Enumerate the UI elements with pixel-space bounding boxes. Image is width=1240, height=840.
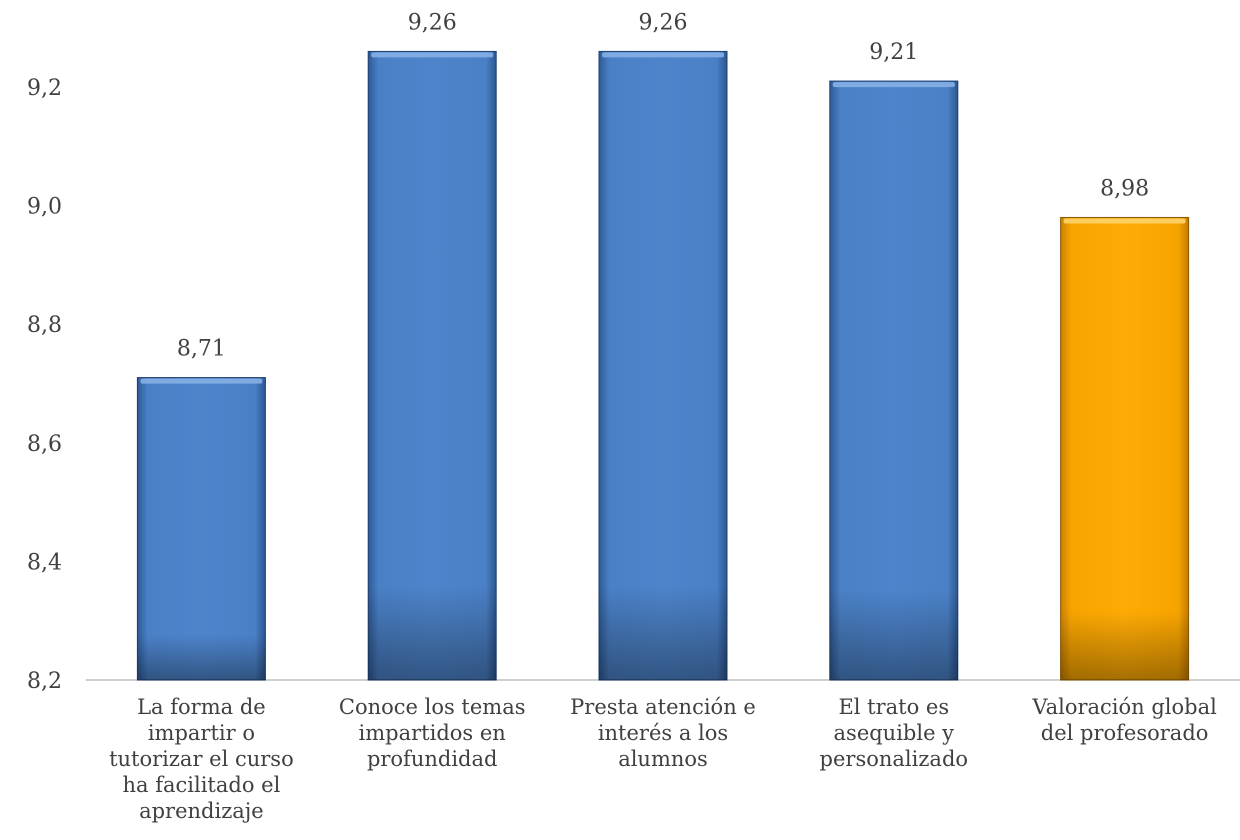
- x-tick-label: Valoración global del profesorado: [1031, 695, 1217, 745]
- x-tick-label-line: alumnos: [618, 747, 708, 771]
- x-tick-label-line: Presta atención e: [570, 695, 756, 719]
- y-tick-label: 8,8: [27, 313, 62, 338]
- bar-highlight: [1063, 218, 1186, 224]
- bar-shade: [829, 81, 958, 680]
- x-tick-label-line: La forma de: [137, 695, 266, 719]
- bar-group: [136, 377, 266, 681]
- data-label: 8,98: [1100, 176, 1149, 201]
- x-tick-label-line: tutorizar el curso: [109, 747, 294, 771]
- x-tick-label: Conoce los temas impartidos en profundidad: [339, 695, 526, 771]
- bars-layer: [136, 50, 1190, 681]
- x-tick-label-line: impartir o: [148, 721, 255, 745]
- bar-group: [829, 80, 959, 681]
- bar-shade: [1060, 217, 1189, 680]
- bar-group: [598, 50, 728, 681]
- axis-layer: 8,2 8,4 8,6 8,8 9,0 9,2: [27, 76, 1240, 694]
- y-tick-label: 9,0: [27, 195, 62, 220]
- data-label: 9,21: [869, 40, 918, 65]
- y-tick-label: 8,2: [27, 669, 62, 694]
- bar-shade: [599, 51, 727, 681]
- bar-highlight: [140, 378, 263, 384]
- x-tick-label: El trato es asequible y personalizado: [820, 695, 968, 771]
- data-label: 9,26: [408, 10, 457, 35]
- x-tick-label-line: asequible y: [834, 721, 955, 745]
- x-tick-label-line: Conoce los temas: [339, 695, 526, 719]
- data-label: 9,26: [639, 10, 688, 35]
- x-tick-label-line: interés a los: [598, 721, 728, 745]
- x-tick-label-line: profundidad: [367, 747, 498, 771]
- bar-group: [367, 50, 497, 681]
- x-tick-label: Presta atención e interés a los alumnos: [570, 695, 756, 771]
- x-tick-label-line: ha facilitado el: [123, 773, 281, 797]
- x-tick-label-line: personalizado: [820, 747, 968, 771]
- x-tick-label-line: Valoración global: [1031, 695, 1217, 719]
- y-tick-label: 8,4: [27, 550, 62, 575]
- bar-highlight: [371, 52, 494, 58]
- y-tick-label: 9,2: [27, 76, 62, 101]
- y-tick-label: 8,6: [27, 432, 62, 457]
- bar-highlight: [832, 82, 955, 88]
- bar-shade: [137, 377, 266, 680]
- x-tick-label-line: aprendizaje: [139, 799, 264, 823]
- x-tick-label-line: El trato es: [838, 695, 949, 719]
- bar-shade: [368, 51, 497, 681]
- labels-layer: 8,71 La forma de impartir o tutorizar el cu…: [109, 10, 1217, 823]
- data-label: 8,71: [177, 337, 226, 362]
- x-tick-label-line: impartidos en: [359, 721, 506, 745]
- x-tick-label-line: del profesorado: [1041, 721, 1209, 745]
- x-tick-label: La forma de impartir o tutorizar el curso h…: [109, 695, 294, 823]
- bar-group: [1060, 216, 1190, 681]
- bar-highlight: [602, 52, 724, 58]
